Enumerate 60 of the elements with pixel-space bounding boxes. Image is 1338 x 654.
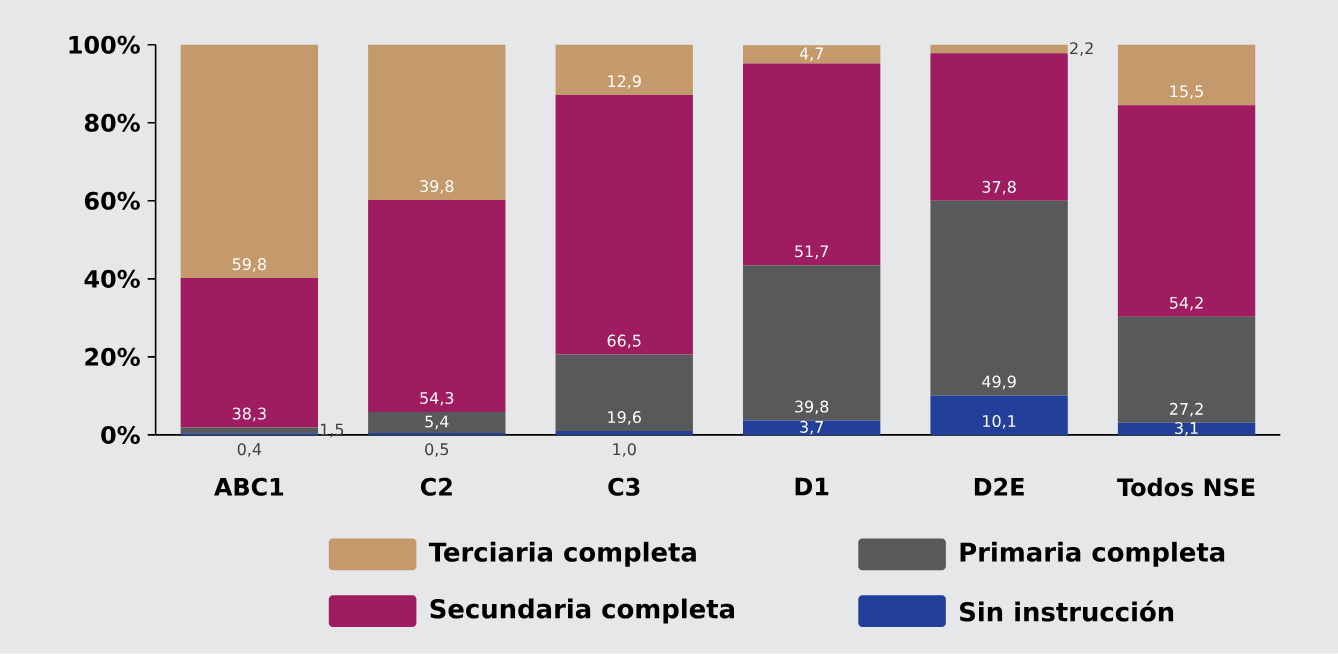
data-label: 3,1 xyxy=(1175,422,1198,436)
bar xyxy=(1117,422,1256,435)
x-tick-label: Todos NSE xyxy=(1117,477,1255,497)
data-label: 54,2 xyxy=(1170,296,1203,311)
bar xyxy=(555,44,693,96)
bar xyxy=(930,53,1068,201)
bar xyxy=(1117,316,1256,423)
x-tick-label: C3 xyxy=(608,477,640,496)
y-tick-label: 40% xyxy=(84,269,140,288)
data-label: 15,5 xyxy=(1170,85,1203,100)
data-label: 66,5 xyxy=(607,334,641,349)
legend-label: Terciaria completa xyxy=(428,541,696,567)
bar xyxy=(743,265,881,421)
data-label: 2,2 xyxy=(1070,42,1093,56)
y-tick-label: 80% xyxy=(84,113,140,132)
legend-label: Secundaria completa xyxy=(430,598,735,624)
data-label: 10,1 xyxy=(983,415,1016,429)
data-label: 19,6 xyxy=(608,411,641,425)
data-label: 54,3 xyxy=(420,391,454,406)
data-label: 27,2 xyxy=(1169,402,1203,417)
data-label: 38,3 xyxy=(232,407,266,422)
bar xyxy=(368,411,506,434)
bar xyxy=(368,200,506,412)
data-label: 49,9 xyxy=(982,375,1016,390)
x-tick-label: D1 xyxy=(795,477,829,496)
data-label: 0,5 xyxy=(425,443,449,457)
bar xyxy=(1117,105,1256,317)
bar xyxy=(930,200,1068,396)
y-tick-label: 60% xyxy=(84,191,140,210)
data-label: 3,7 xyxy=(800,420,823,435)
x-tick-label: D2E xyxy=(974,477,1024,496)
data-label: 12,9 xyxy=(608,75,641,89)
bar xyxy=(743,45,881,64)
data-label: 1,0 xyxy=(613,443,636,457)
bar xyxy=(1117,44,1256,106)
data-label: 0,4 xyxy=(237,443,262,457)
bar xyxy=(368,44,506,201)
data-label: 37,8 xyxy=(982,180,1016,195)
bar xyxy=(930,44,1068,54)
data-label: 5,4 xyxy=(425,415,449,430)
bar xyxy=(555,354,693,432)
data-label: 39,8 xyxy=(795,400,829,415)
data-label: 51,7 xyxy=(795,245,829,259)
bar xyxy=(743,63,881,266)
data-label: 4,7 xyxy=(799,47,823,62)
y-tick-label: 100% xyxy=(69,35,140,54)
bar xyxy=(930,395,1068,435)
bar xyxy=(743,420,881,435)
data-label: 59,8 xyxy=(232,258,266,272)
bar xyxy=(555,95,693,355)
legend-label: Sin instrucción xyxy=(960,600,1174,622)
y-tick-label: 0% xyxy=(101,425,140,445)
bar xyxy=(555,431,693,435)
legend-label: Primaria completa xyxy=(960,541,1225,567)
x-tick-label: ABC1 xyxy=(214,477,284,496)
y-tick-label: 20% xyxy=(85,347,140,366)
bar xyxy=(180,44,319,279)
bar xyxy=(180,278,319,428)
x-tick-label: C2 xyxy=(420,477,452,496)
data-label: 39,8 xyxy=(420,180,454,194)
